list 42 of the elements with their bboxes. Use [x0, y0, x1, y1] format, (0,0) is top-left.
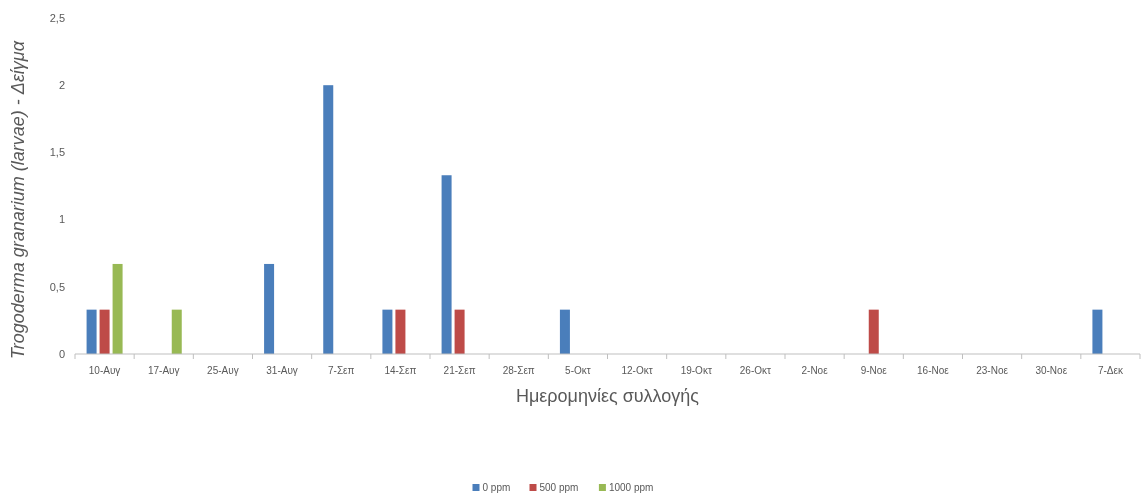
bar — [323, 85, 334, 354]
legend-label: 0 ppm — [482, 482, 511, 493]
y-tick-label: 2 — [58, 79, 65, 92]
x-tick-label: 31-Αυγ — [266, 365, 298, 376]
x-tick-label: 28-Σεπ — [502, 365, 535, 376]
x-tick-label: 30-Νοε — [1035, 365, 1068, 376]
bar — [99, 309, 110, 354]
x-axis-title: Ημερομηνίες συλλογής — [515, 386, 700, 406]
y-tick-label: 0 — [58, 347, 65, 360]
x-tick-label: 7-Σεπ — [328, 365, 355, 376]
x-tick-label: 21-Σεπ — [443, 365, 476, 376]
bar — [395, 309, 406, 354]
bar — [264, 263, 275, 354]
x-tick-label: 26-Οκτ — [739, 365, 772, 376]
bar — [86, 309, 97, 354]
bar — [868, 309, 879, 354]
y-tick-label: 1 — [58, 213, 65, 226]
x-tick-label: 17-Αυγ — [147, 365, 180, 376]
x-tick-label: 19-Οκτ — [680, 365, 712, 376]
x-tick-label: 10-Αυγ — [88, 365, 121, 376]
x-tick-label: 12-Οκτ — [621, 365, 653, 376]
y-axis-title: Trogoderma granarium (larvae) - Δείγμα — [8, 40, 28, 359]
x-tick-label: 2-Νοε — [801, 365, 829, 376]
y-tick-label: 1,5 — [49, 146, 65, 159]
y-tick-label: 0,5 — [49, 280, 65, 293]
bar — [171, 309, 182, 354]
bar — [559, 309, 570, 354]
legend-label: 500 ppm — [539, 482, 579, 493]
legend-label: 1000 ppm — [608, 482, 654, 493]
x-tick-label: 5-Οκτ — [565, 365, 591, 376]
x-tick-label: 9-Νοε — [860, 365, 888, 376]
x-tick-label: 25-Αυγ — [207, 365, 239, 376]
bar — [1092, 309, 1103, 354]
y-tick-label: 2,5 — [49, 11, 65, 24]
bar — [112, 263, 123, 354]
bar — [454, 309, 465, 354]
x-tick-label: 14-Σεπ — [384, 365, 417, 376]
x-tick-label: 16-Νοε — [917, 365, 950, 376]
x-tick-label: 7-Δεκ — [1097, 365, 1124, 376]
bar — [382, 309, 393, 354]
x-tick-label: 23-Νοε — [976, 365, 1009, 376]
bar — [441, 175, 452, 354]
